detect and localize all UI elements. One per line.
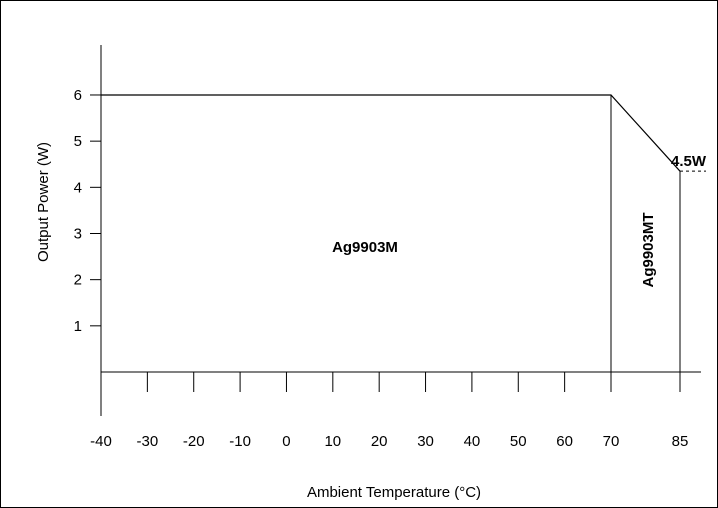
y-axis-title: Output Power (W): [35, 142, 52, 262]
x-tick-label: -20: [183, 433, 205, 450]
region-label-ag9903m: Ag9903M: [332, 239, 398, 256]
y-tick-label: 6: [74, 87, 82, 104]
annotation-label: 4.5W: [671, 153, 707, 170]
y-tick-label: 4: [74, 179, 82, 196]
x-tick-label: 10: [324, 433, 341, 450]
x-tick-label: -10: [229, 433, 251, 450]
x-tick-label: 20: [371, 433, 388, 450]
x-axis-title: Ambient Temperature (°C): [307, 484, 481, 501]
x-tick-label: -30: [137, 433, 159, 450]
x-tick-label: 50: [510, 433, 527, 450]
region-label-ag9903mt: Ag9903MT: [640, 212, 657, 287]
x-tick-label: 40: [464, 433, 481, 450]
x-tick-label: 30: [417, 433, 434, 450]
x-tick-label: -40: [90, 433, 112, 450]
y-tick-label: 5: [74, 133, 82, 150]
x-tick-label: 0: [282, 433, 290, 450]
y-tick-label: 1: [74, 318, 82, 335]
x-tick-label: 70: [603, 433, 620, 450]
x-tick-label: 85: [672, 433, 689, 450]
y-tick-label: 2: [74, 272, 82, 289]
y-tick-label: 3: [74, 225, 82, 242]
x-tick-label: 60: [556, 433, 573, 450]
